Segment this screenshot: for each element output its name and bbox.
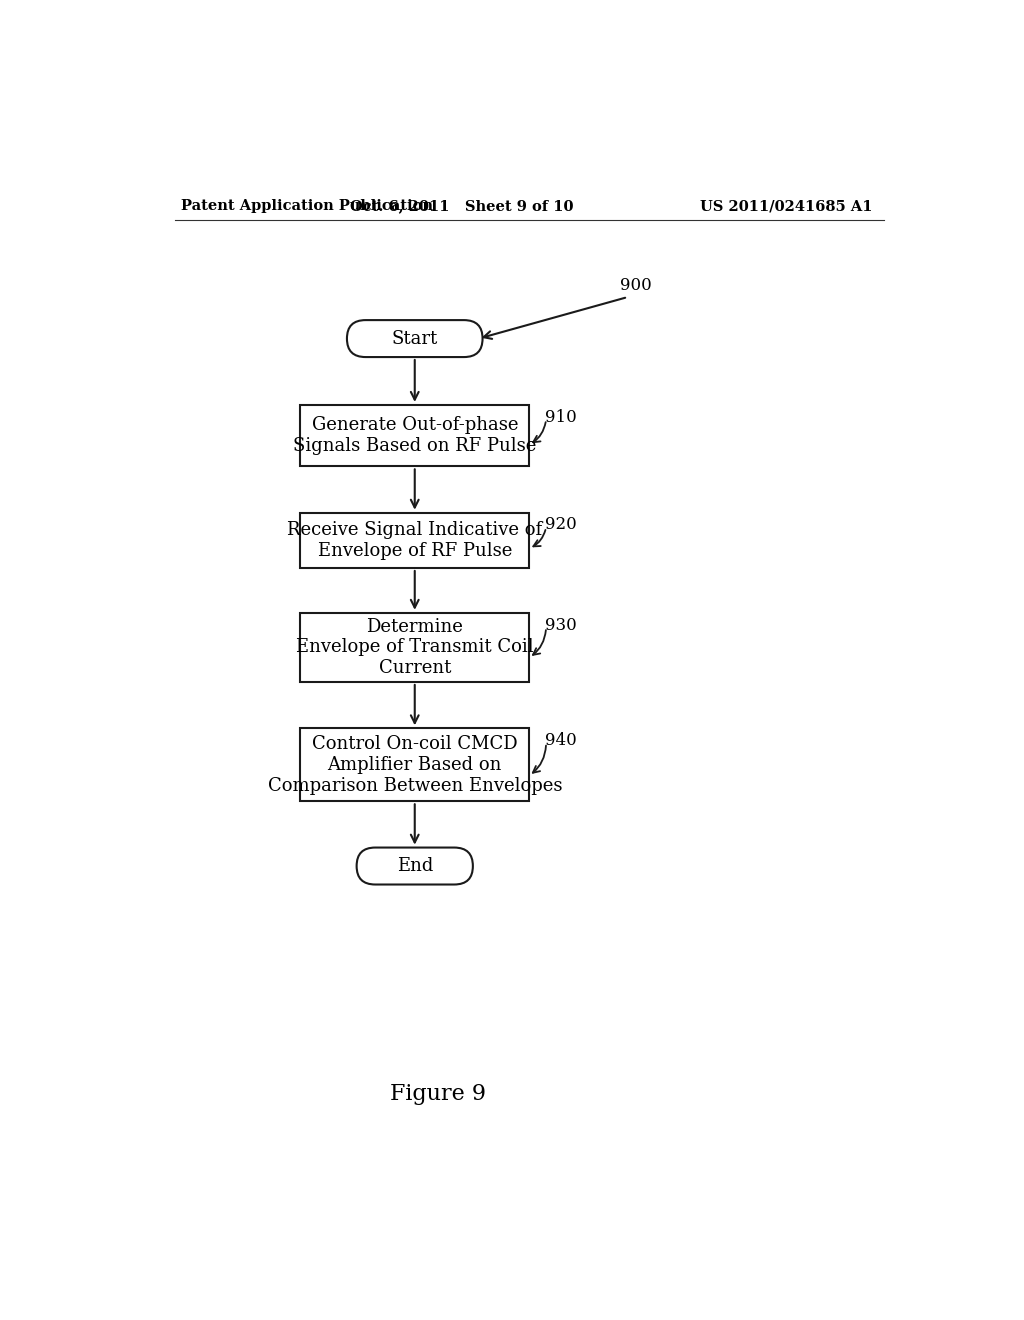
Text: Oct. 6, 2011   Sheet 9 of 10: Oct. 6, 2011 Sheet 9 of 10 — [349, 199, 573, 213]
Text: Receive Signal Indicative of
Envelope of RF Pulse: Receive Signal Indicative of Envelope of… — [287, 521, 543, 560]
Text: US 2011/0241685 A1: US 2011/0241685 A1 — [699, 199, 872, 213]
Text: Start: Start — [391, 330, 438, 347]
Text: Figure 9: Figure 9 — [390, 1082, 486, 1105]
FancyBboxPatch shape — [356, 847, 473, 884]
Text: 920: 920 — [545, 516, 577, 533]
Text: 910: 910 — [545, 409, 577, 425]
Text: 930: 930 — [545, 616, 577, 634]
FancyBboxPatch shape — [347, 321, 482, 358]
Text: 940: 940 — [545, 733, 577, 748]
FancyBboxPatch shape — [300, 405, 529, 466]
Text: End: End — [396, 857, 433, 875]
FancyBboxPatch shape — [300, 512, 529, 568]
Text: Patent Application Publication: Patent Application Publication — [180, 199, 433, 213]
FancyBboxPatch shape — [300, 729, 529, 801]
Text: Control On-coil CMCD
Amplifier Based on
Comparison Between Envelopes: Control On-coil CMCD Amplifier Based on … — [267, 735, 562, 795]
Text: 900: 900 — [621, 277, 652, 294]
Text: Generate Out-of-phase
Signals Based on RF Pulse: Generate Out-of-phase Signals Based on R… — [293, 416, 537, 455]
Text: Determine
Envelope of Transmit Coil
Current: Determine Envelope of Transmit Coil Curr… — [296, 618, 534, 677]
FancyBboxPatch shape — [300, 612, 529, 682]
